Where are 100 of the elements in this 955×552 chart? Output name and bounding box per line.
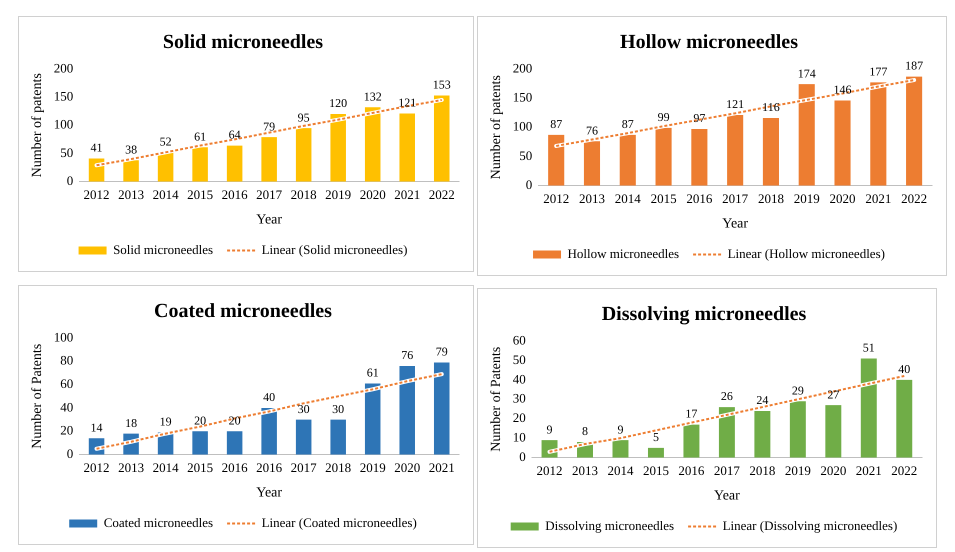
data-label: 76 — [586, 123, 598, 138]
y-tick-label: 60 — [512, 332, 526, 348]
y-tick-label: 10 — [512, 430, 526, 445]
x-tick-label: 2015 — [187, 460, 214, 475]
x-tick-label: 2021 — [428, 460, 455, 475]
bar — [123, 160, 139, 182]
data-label: 51 — [862, 340, 875, 355]
bar — [754, 410, 770, 458]
data-label: 14 — [90, 420, 103, 434]
bar — [296, 128, 312, 182]
x-tick-label: 2017 — [256, 186, 283, 202]
x-tick-label: 2020 — [830, 190, 856, 206]
x-axis-title: Year — [722, 216, 748, 232]
y-axis-title: Number of Patents — [30, 344, 46, 449]
x-tick-label: 2016 — [256, 460, 283, 475]
data-label: 146 — [834, 82, 852, 97]
chart-title: Coated microneedles — [154, 300, 332, 322]
data-label: 17 — [685, 406, 698, 421]
x-tick-label: 2017 — [722, 190, 749, 206]
bar — [762, 118, 779, 186]
legend-label: Linear (Dissolving microneedles) — [722, 518, 898, 533]
x-tick-label: 2013 — [578, 190, 605, 206]
data-label: 18 — [125, 416, 138, 430]
data-label: 79 — [263, 119, 276, 134]
data-label: 27 — [827, 387, 840, 402]
data-label: 187 — [905, 58, 924, 73]
y-tick-label: 50 — [512, 352, 526, 367]
data-label: 174 — [798, 66, 816, 80]
y-tick-label: 0 — [526, 177, 532, 192]
bar — [718, 407, 735, 458]
chart-title: Solid microneedles — [162, 31, 324, 54]
x-tick-label: 2012 — [543, 190, 570, 206]
data-label: 19 — [160, 414, 172, 429]
bar — [330, 114, 346, 182]
y-tick-label: 100 — [512, 118, 532, 134]
data-label: 8 — [582, 424, 588, 438]
data-label: 41 — [90, 140, 103, 155]
data-label: 79 — [436, 344, 448, 359]
bar — [399, 113, 415, 182]
y-axis-title: Number of patents — [30, 73, 46, 178]
bar — [691, 129, 708, 186]
data-label: 61 — [194, 129, 206, 144]
x-tick-label: 2022 — [901, 190, 928, 206]
y-tick-label: 150 — [54, 88, 74, 104]
bar — [896, 380, 912, 458]
bar — [434, 95, 450, 182]
line-series — [548, 374, 906, 454]
bar — [330, 420, 346, 455]
x-axis-title: Year — [714, 488, 740, 504]
x-axis-title: Year — [256, 212, 282, 228]
bar — [226, 431, 242, 455]
x-tick-label: 2016 — [686, 190, 713, 206]
data-label: 99 — [658, 110, 670, 124]
data-label: 30 — [332, 402, 344, 416]
bar — [296, 420, 312, 455]
bar — [790, 401, 806, 458]
bar — [434, 362, 450, 455]
y-tick-label: 150 — [512, 90, 532, 105]
x-tick-label: 2016 — [222, 186, 248, 202]
x-tick-label: 2013 — [118, 186, 144, 202]
data-label: 121 — [398, 96, 416, 110]
data-label: 9 — [617, 422, 624, 436]
x-tick-label: 2017 — [290, 460, 318, 475]
bar — [364, 383, 380, 455]
legend-label: Coated microneedles — [104, 514, 214, 530]
data-label: 120 — [329, 96, 348, 110]
x-tick-label: 2019 — [325, 186, 352, 202]
x-tick-label: 2020 — [394, 460, 420, 475]
bar — [158, 152, 174, 182]
x-tick-label: 2021 — [865, 190, 892, 206]
y-axis-title: Number of Patents — [489, 346, 504, 452]
y-tick-label: 40 — [512, 371, 526, 386]
bar — [399, 366, 415, 455]
data-label: 87 — [622, 117, 634, 132]
data-label: 40 — [898, 362, 910, 376]
bar — [648, 448, 664, 458]
y-tick-label: 0 — [519, 449, 526, 464]
data-label: 52 — [160, 134, 172, 148]
y-tick-label: 0 — [66, 173, 74, 188]
data-label: 20 — [194, 413, 206, 428]
y-tick-label: 200 — [54, 60, 74, 76]
x-tick-label: 2013 — [572, 462, 598, 478]
x-tick-label: 2014 — [152, 186, 180, 202]
x-tick-label: 2014 — [614, 190, 642, 206]
x-tick-label: 2020 — [820, 462, 846, 478]
data-label: 95 — [298, 110, 310, 124]
x-tick-label: 2016 — [678, 462, 705, 478]
y-tick-label: 100 — [54, 116, 74, 132]
x-tick-label: 2022 — [891, 462, 918, 478]
y-axis-title: Number of patents — [489, 75, 504, 180]
x-tick-label: 2014 — [152, 460, 180, 475]
data-label: 76 — [401, 348, 414, 362]
legend-label: Dissolving microneedles — [545, 518, 674, 533]
legend-label: Linear (Coated microneedles) — [262, 514, 417, 530]
x-tick-label: 2016 — [222, 460, 248, 475]
data-label: 64 — [228, 128, 241, 142]
data-label: 26 — [720, 389, 733, 404]
data-label: 5 — [652, 430, 659, 444]
legend-label: Solid microneedles — [113, 242, 214, 257]
bar — [364, 107, 380, 182]
